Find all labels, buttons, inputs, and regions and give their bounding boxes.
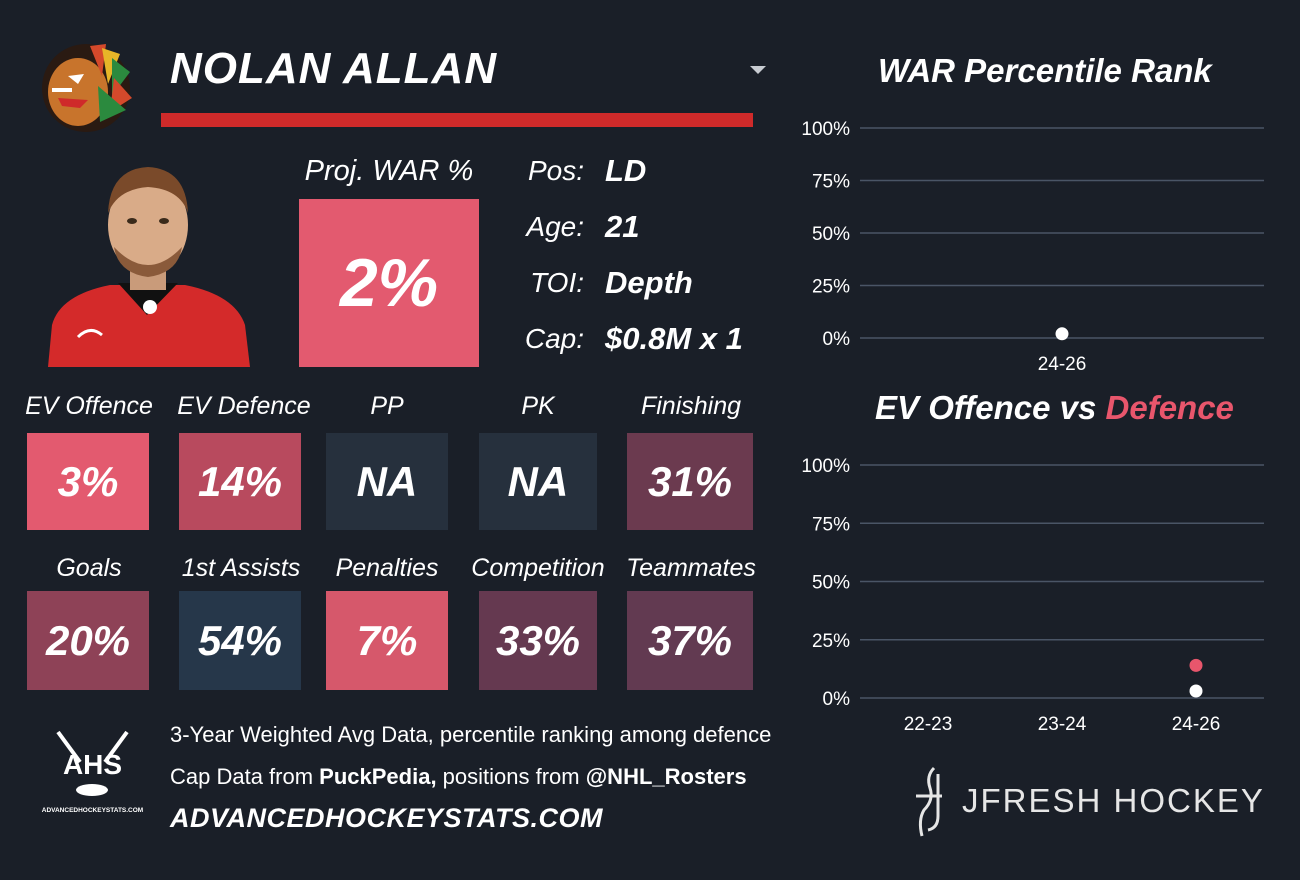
ev-chart-x-tick: 23-24 <box>1038 714 1087 735</box>
info-key-pos: Pos: <box>527 155 584 186</box>
stat-label-ev-offence: EV Offence <box>25 392 153 420</box>
footer-note-sources: Cap Data from PuckPedia, positions from … <box>170 764 747 789</box>
ev-offence-defence-chart: 0% 25% 50% 75% 100% 22-23 23-24 24-26 <box>801 456 1264 735</box>
ev-chart-y-tick: 100% <box>801 456 850 477</box>
stat-box-penalties: 7% <box>326 591 448 690</box>
war-chart-x-tick: 24-26 <box>1038 354 1087 375</box>
info-key-toi: TOI: <box>530 267 584 298</box>
puckpedia-link[interactable]: PuckPedia, <box>319 764 437 789</box>
stat-label-teammates: Teammates <box>626 554 756 582</box>
info-value-pos: LD <box>605 153 647 188</box>
footer-note-data: 3-Year Weighted Avg Data, percentile ran… <box>170 722 772 747</box>
ev-chart-title-offence: EV Offence vs <box>875 389 1106 426</box>
stat-box-pp: NA <box>326 433 448 530</box>
jfresh-logo-icon <box>916 766 942 837</box>
stat-label-ev-defence: EV Defence <box>177 392 311 420</box>
jfresh-hockey-brand: JFRESH HOCKEY <box>962 782 1265 819</box>
ev-chart-y-tick: 0% <box>823 689 851 710</box>
stat-box-ev-defence: 14% <box>179 433 301 530</box>
stat-box-finishing: 31% <box>627 433 753 530</box>
war-chart-y-tick: 25% <box>812 277 850 298</box>
proj-war-value: 2% <box>299 199 479 367</box>
stat-box-goals: 20% <box>27 591 149 690</box>
war-chart-y-tick: 50% <box>812 224 850 245</box>
stat-label-finishing: Finishing <box>640 392 742 420</box>
ev-chart-y-tick: 75% <box>812 514 850 535</box>
player-name: NOLAN ALLAN <box>170 44 498 93</box>
info-value-age: 21 <box>605 209 640 244</box>
stat-box-competition: 33% <box>479 591 597 690</box>
stat-label-goals: Goals <box>56 554 122 582</box>
info-key-age: Age: <box>526 211 584 242</box>
stat-label-penalties: Penalties <box>335 554 439 582</box>
ev-chart-x-tick: 24-26 <box>1172 714 1221 735</box>
info-value-cap: $0.8M x 1 <box>605 321 743 356</box>
ev-chart-y-tick: 25% <box>812 631 850 652</box>
ev-chart-y-tick: 50% <box>812 573 850 594</box>
ev-chart-title: EV Offence vs Defence <box>875 389 1234 427</box>
ev-chart-point-0 <box>1189 684 1203 698</box>
stat-box-pk: NA <box>479 433 597 530</box>
stat-label-1st-assists: 1st Assists <box>181 554 301 582</box>
nhl-rosters-link[interactable]: @NHL_Rosters <box>585 764 747 789</box>
stat-label-pk: PK <box>521 392 555 420</box>
info-key-cap: Cap: <box>524 323 584 354</box>
ev-chart-x-tick: 22-23 <box>904 714 953 735</box>
proj-war-label: Proj. WAR % <box>304 155 474 187</box>
war-chart-y-tick: 0% <box>823 329 851 350</box>
war-percentile-chart: 0% 25% 50% 75% 100% 24-26 <box>801 119 1264 375</box>
website-url-link[interactable]: ADVANCEDHOCKEYSTATS.COM <box>170 803 604 833</box>
name-underline <box>161 113 753 127</box>
team-logo <box>42 44 132 132</box>
war-chart-point-0 <box>1055 327 1069 341</box>
stat-label-competition: Competition <box>471 554 605 582</box>
war-chart-title: WAR Percentile Rank <box>878 52 1212 89</box>
player-headshot <box>48 167 250 367</box>
info-value-toi: Depth <box>605 265 693 300</box>
player-dropdown-chevron-down-icon[interactable] <box>750 66 766 74</box>
ahs-logo: AHS ADVANCEDHOCKEYSTATS.COM <box>42 730 143 814</box>
stat-box-ev-offence: 3% <box>27 433 149 530</box>
stat-label-pp: PP <box>370 392 404 420</box>
stat-box-1st-assists: 54% <box>179 591 301 690</box>
stat-box-teammates: 37% <box>627 591 753 690</box>
ahs-logo-subtext: ADVANCEDHOCKEYSTATS.COM <box>42 807 143 814</box>
ev-chart-point-1 <box>1189 658 1203 672</box>
ahs-logo-text: AHS <box>63 749 122 780</box>
war-chart-y-tick: 75% <box>812 172 850 193</box>
war-chart-y-tick: 100% <box>801 119 850 140</box>
ev-chart-title-defence: Defence <box>1105 389 1234 426</box>
